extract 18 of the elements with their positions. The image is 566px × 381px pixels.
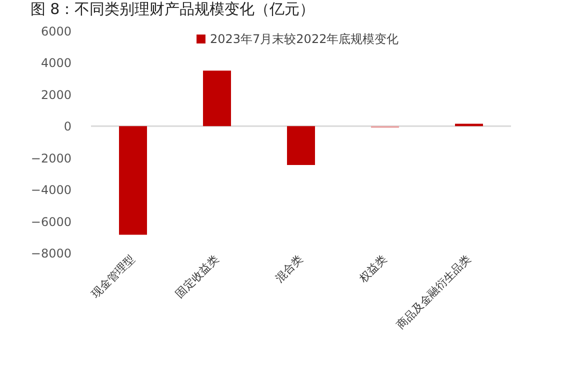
- y-tick-label: −8000: [30, 246, 72, 260]
- y-tick-label: 4000: [40, 56, 72, 70]
- x-tick-label: 混合类: [272, 252, 306, 286]
- bar: [119, 126, 147, 235]
- y-tick-label: 6000: [40, 24, 72, 38]
- bar: [287, 126, 315, 165]
- x-tick-label: 现金管理型: [89, 252, 138, 301]
- y-tick-label: −2000: [30, 151, 72, 166]
- x-tick-label: 固定收益类: [173, 252, 222, 301]
- x-tick-label: 权益类: [356, 252, 390, 286]
- y-tick-label: −6000: [30, 214, 72, 229]
- chart-title: 图 8：不同类别理财产品规模变化（亿元）: [30, 0, 315, 18]
- y-tick-label: 0: [64, 120, 72, 134]
- x-tick-label: 商品及金融衍生品类: [394, 252, 474, 332]
- y-tick-label: −4000: [30, 183, 72, 198]
- legend-label: 2023年7月末较2022年底规模变化: [210, 32, 399, 46]
- y-tick-label: 2000: [40, 88, 72, 102]
- bar: [203, 70, 231, 126]
